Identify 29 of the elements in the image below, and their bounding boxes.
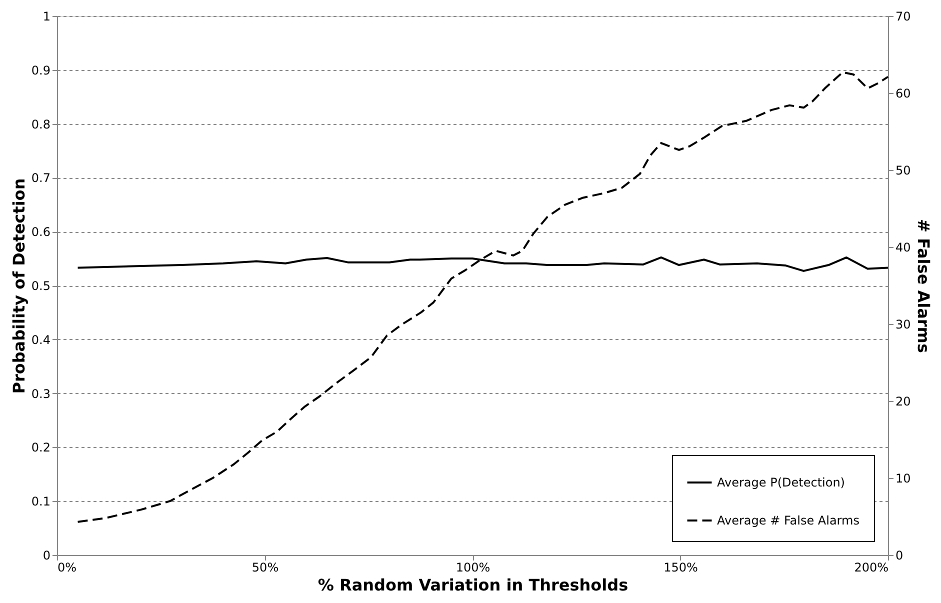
y-tick-label: 0.1 [31,494,50,509]
y2-tick-label: 30 [896,318,911,332]
y2-axis-title: # False Alarms [914,219,933,353]
y-tick-label: 0 [42,548,50,562]
y2-tick-label: 0 [896,548,904,562]
x-tick-label: 100% [456,560,490,574]
x-tick-label: 50% [252,560,279,574]
y-tick-label: 0.8 [31,117,50,132]
x-tick-label: 150% [664,560,698,574]
y2-tick-label: 70 [896,10,911,24]
legend-label: Average # False Alarms [717,514,860,528]
y-tick-label: 1 [42,10,50,24]
x-axis-title: % Random Variation in Thresholds [318,576,628,594]
y-tick-label: 0.7 [31,171,50,186]
x-tick-label: 0% [58,560,77,574]
y-tick-label: 0.5 [31,279,50,293]
y-axis-title: Probability of Detection [9,178,28,394]
y-tick-label: 0.4 [31,332,50,347]
legend-label: Average P(Detection) [717,476,845,490]
y-tick-label: 0.9 [31,63,50,78]
y2-tick-label: 10 [896,472,911,486]
y-tick-label: 0.6 [31,225,50,240]
y2-tick-label: 40 [896,240,911,254]
x-tick-label: 200% [854,560,888,574]
y2-tick-label: 60 [896,86,911,100]
y2-tick-label: 50 [896,164,911,178]
y-tick-label: 0.2 [31,440,50,455]
y-tick-label: 0.3 [31,386,50,401]
y2-tick-label: 20 [896,394,911,408]
